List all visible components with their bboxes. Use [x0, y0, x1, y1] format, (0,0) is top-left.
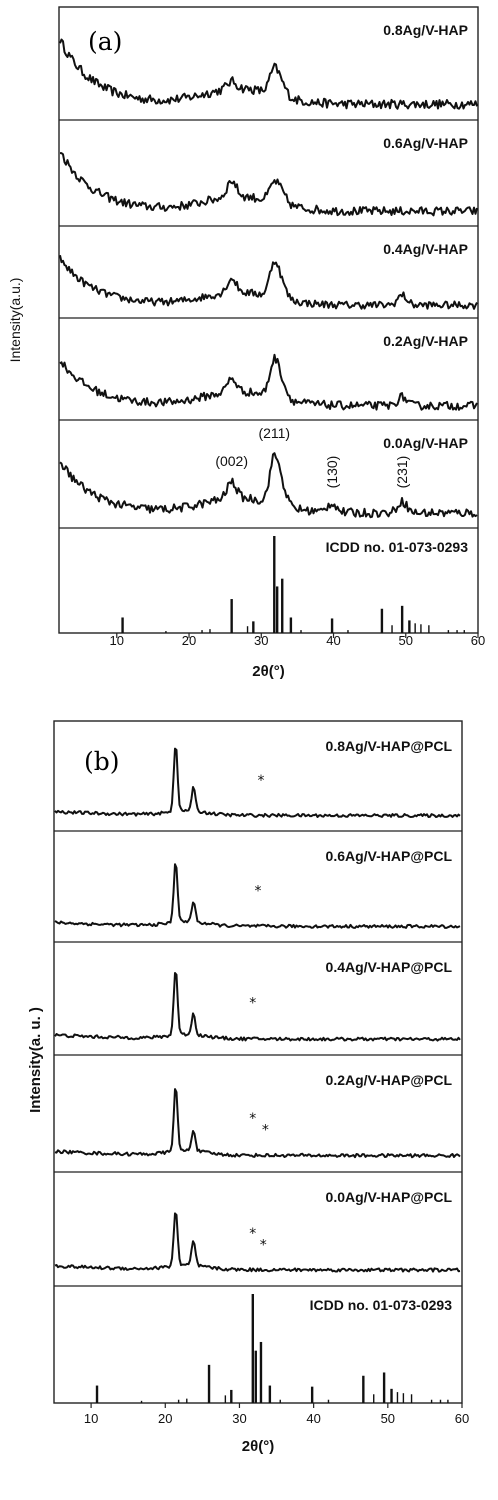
x-tick-label: 20 [158, 1411, 172, 1426]
star-marker: * [249, 1226, 256, 1242]
series-label: 0.4Ag/V-HAP [383, 241, 468, 257]
plot-frame [58, 6, 479, 634]
series-line-1 [60, 152, 478, 217]
peak-annotation: (231) [394, 456, 410, 489]
reference-label: ICDD no. 01-073-0293 [326, 539, 469, 555]
series-line-1 [54, 863, 461, 929]
star-marker: * [249, 996, 256, 1012]
x-axis-title: 2θ(°) [242, 1438, 274, 1455]
x-tick-label: 60 [471, 633, 485, 648]
x-tick-label: 20 [182, 633, 196, 648]
star-marker: * [249, 1111, 256, 1127]
series-label: 0.8Ag/V-HAP@PCL [326, 738, 453, 754]
series-line-4 [59, 452, 478, 519]
series-label: 0.8Ag/V-HAP [383, 22, 468, 38]
peak-annotation: (211) [258, 425, 290, 441]
xrd-chart-panel-a: (a) 0.8Ag/V-HAP 0.6Ag/V-HAP 0.4Ag/V-HAP 0.2A… [7, 6, 485, 680]
y-axis-title: Intensity(a. u. ) [27, 1007, 44, 1113]
y-axis-title: Intensity(a.u.) [7, 278, 23, 363]
series-label: 0.2Ag/V-HAP [383, 333, 468, 349]
x-tick-label: 30 [254, 633, 268, 648]
x-tick-label: 40 [326, 633, 340, 648]
series-line-0 [54, 747, 461, 818]
star-marker: * [255, 883, 262, 899]
xrd-chart-panel-b: (b) 0.8Ag/V-HAP@PCL 0.6Ag/V-HAP@PCL 0.4Ag/V… [27, 720, 469, 1455]
x-tick-label: 30 [232, 1411, 246, 1426]
plot-frame [53, 720, 463, 1404]
star-marker: * [260, 1238, 267, 1254]
series-label: 0.2Ag/V-HAP@PCL [326, 1072, 453, 1088]
star-marker: * [257, 773, 264, 789]
x-tick-label: 50 [381, 1411, 395, 1426]
x-tick-label: 10 [84, 1411, 98, 1426]
peak-annotation: (130) [324, 456, 340, 489]
series-line-4 [54, 1212, 461, 1273]
x-tick-label: 10 [110, 633, 124, 648]
series-label: 0.0Ag/V-HAP@PCL [326, 1189, 453, 1205]
series-line-2 [59, 254, 478, 310]
panel-label: (a) [88, 27, 122, 56]
series-label: 0.0Ag/V-HAP [383, 435, 468, 451]
x-tick-label: 50 [399, 633, 413, 648]
x-axis-title: 2θ(°) [252, 663, 284, 680]
series-label: 0.4Ag/V-HAP@PCL [326, 959, 453, 975]
panel-label: (b) [84, 747, 120, 776]
reference-label: ICDD no. 01-073-0293 [310, 1297, 453, 1313]
series-line-0 [59, 38, 478, 110]
peak-annotation: (002) [215, 453, 248, 469]
star-marker: * [262, 1123, 269, 1139]
series-line-3 [59, 353, 478, 411]
series-line-3 [54, 1088, 461, 1159]
series-label: 0.6Ag/V-HAP [383, 135, 468, 151]
series-line-2 [54, 972, 461, 1042]
x-tick-label: 40 [306, 1411, 320, 1426]
series-label: 0.6Ag/V-HAP@PCL [326, 848, 453, 864]
x-tick-label: 60 [455, 1411, 469, 1426]
